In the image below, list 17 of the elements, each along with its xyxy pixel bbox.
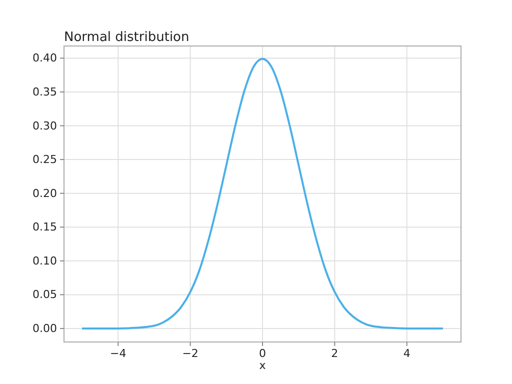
chart-title: Normal distribution xyxy=(64,30,190,45)
x-tick-label: 0 xyxy=(259,346,266,360)
x-tick-label: 4 xyxy=(403,346,410,360)
y-tick-label: 0.35 xyxy=(32,85,57,98)
x-tick-label: −2 xyxy=(182,346,198,360)
y-tick-label: 0.00 xyxy=(32,322,57,336)
y-tick-label: 0.30 xyxy=(32,119,57,132)
line-series xyxy=(81,58,444,330)
y-tick-label: 0.40 xyxy=(32,52,57,65)
y-tick-label: 0.10 xyxy=(32,254,57,268)
y-tick-label: 0.20 xyxy=(32,186,57,200)
x-tick-label: −4 xyxy=(110,346,126,360)
x-axis-title: x xyxy=(259,359,266,372)
x-tick-label: 2 xyxy=(331,346,338,360)
y-tick-label: 0.15 xyxy=(32,220,57,234)
y-tick-label: 0.05 xyxy=(32,288,57,302)
y-tick-label: 0.25 xyxy=(32,153,57,166)
